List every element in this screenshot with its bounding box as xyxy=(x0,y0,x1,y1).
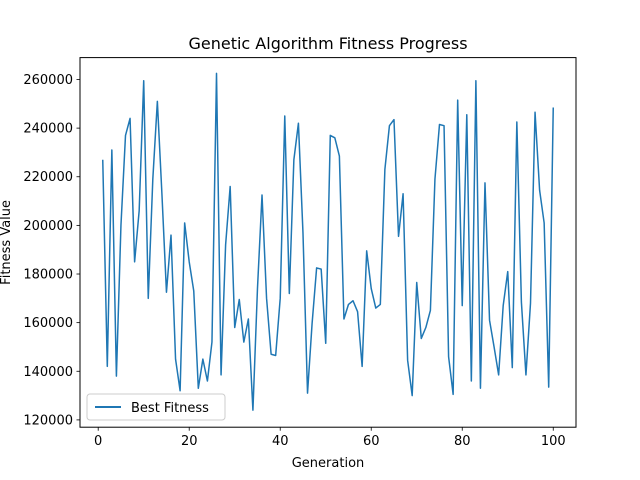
legend-label: Best Fitness xyxy=(131,401,209,416)
chart-title: Genetic Algorithm Fitness Progress xyxy=(188,34,467,53)
series-line-0 xyxy=(102,72,554,411)
y-axis-label: Fitness Value xyxy=(0,200,14,285)
y-tick-label: 240000 xyxy=(23,122,73,137)
x-tick-label: 60 xyxy=(363,434,380,449)
x-axis: 0 20 40 60 80 100 xyxy=(94,427,566,449)
x-tick-label: 0 xyxy=(94,434,102,449)
x-tick-label: 100 xyxy=(541,434,566,449)
x-tick-label: 20 xyxy=(181,434,198,449)
y-axis: 120000 140000 160000 180000 200000 220000 2400… xyxy=(23,73,80,428)
y-tick-label: 220000 xyxy=(23,170,73,185)
y-tick-label: 260000 xyxy=(23,73,73,88)
x-tick-label: 40 xyxy=(272,434,289,449)
plot-frame xyxy=(79,57,577,428)
x-tick-label: 80 xyxy=(454,434,471,449)
y-tick-label: 200000 xyxy=(23,219,73,234)
y-tick-label: 160000 xyxy=(23,316,73,331)
y-tick-label: 120000 xyxy=(23,413,73,428)
legend: Best Fitness xyxy=(86,393,226,421)
y-tick-label: 180000 xyxy=(23,268,73,283)
legend-box xyxy=(86,393,226,421)
x-axis-label: Generation xyxy=(292,456,365,471)
y-tick-label: 140000 xyxy=(23,365,73,380)
series-layer xyxy=(102,72,554,411)
